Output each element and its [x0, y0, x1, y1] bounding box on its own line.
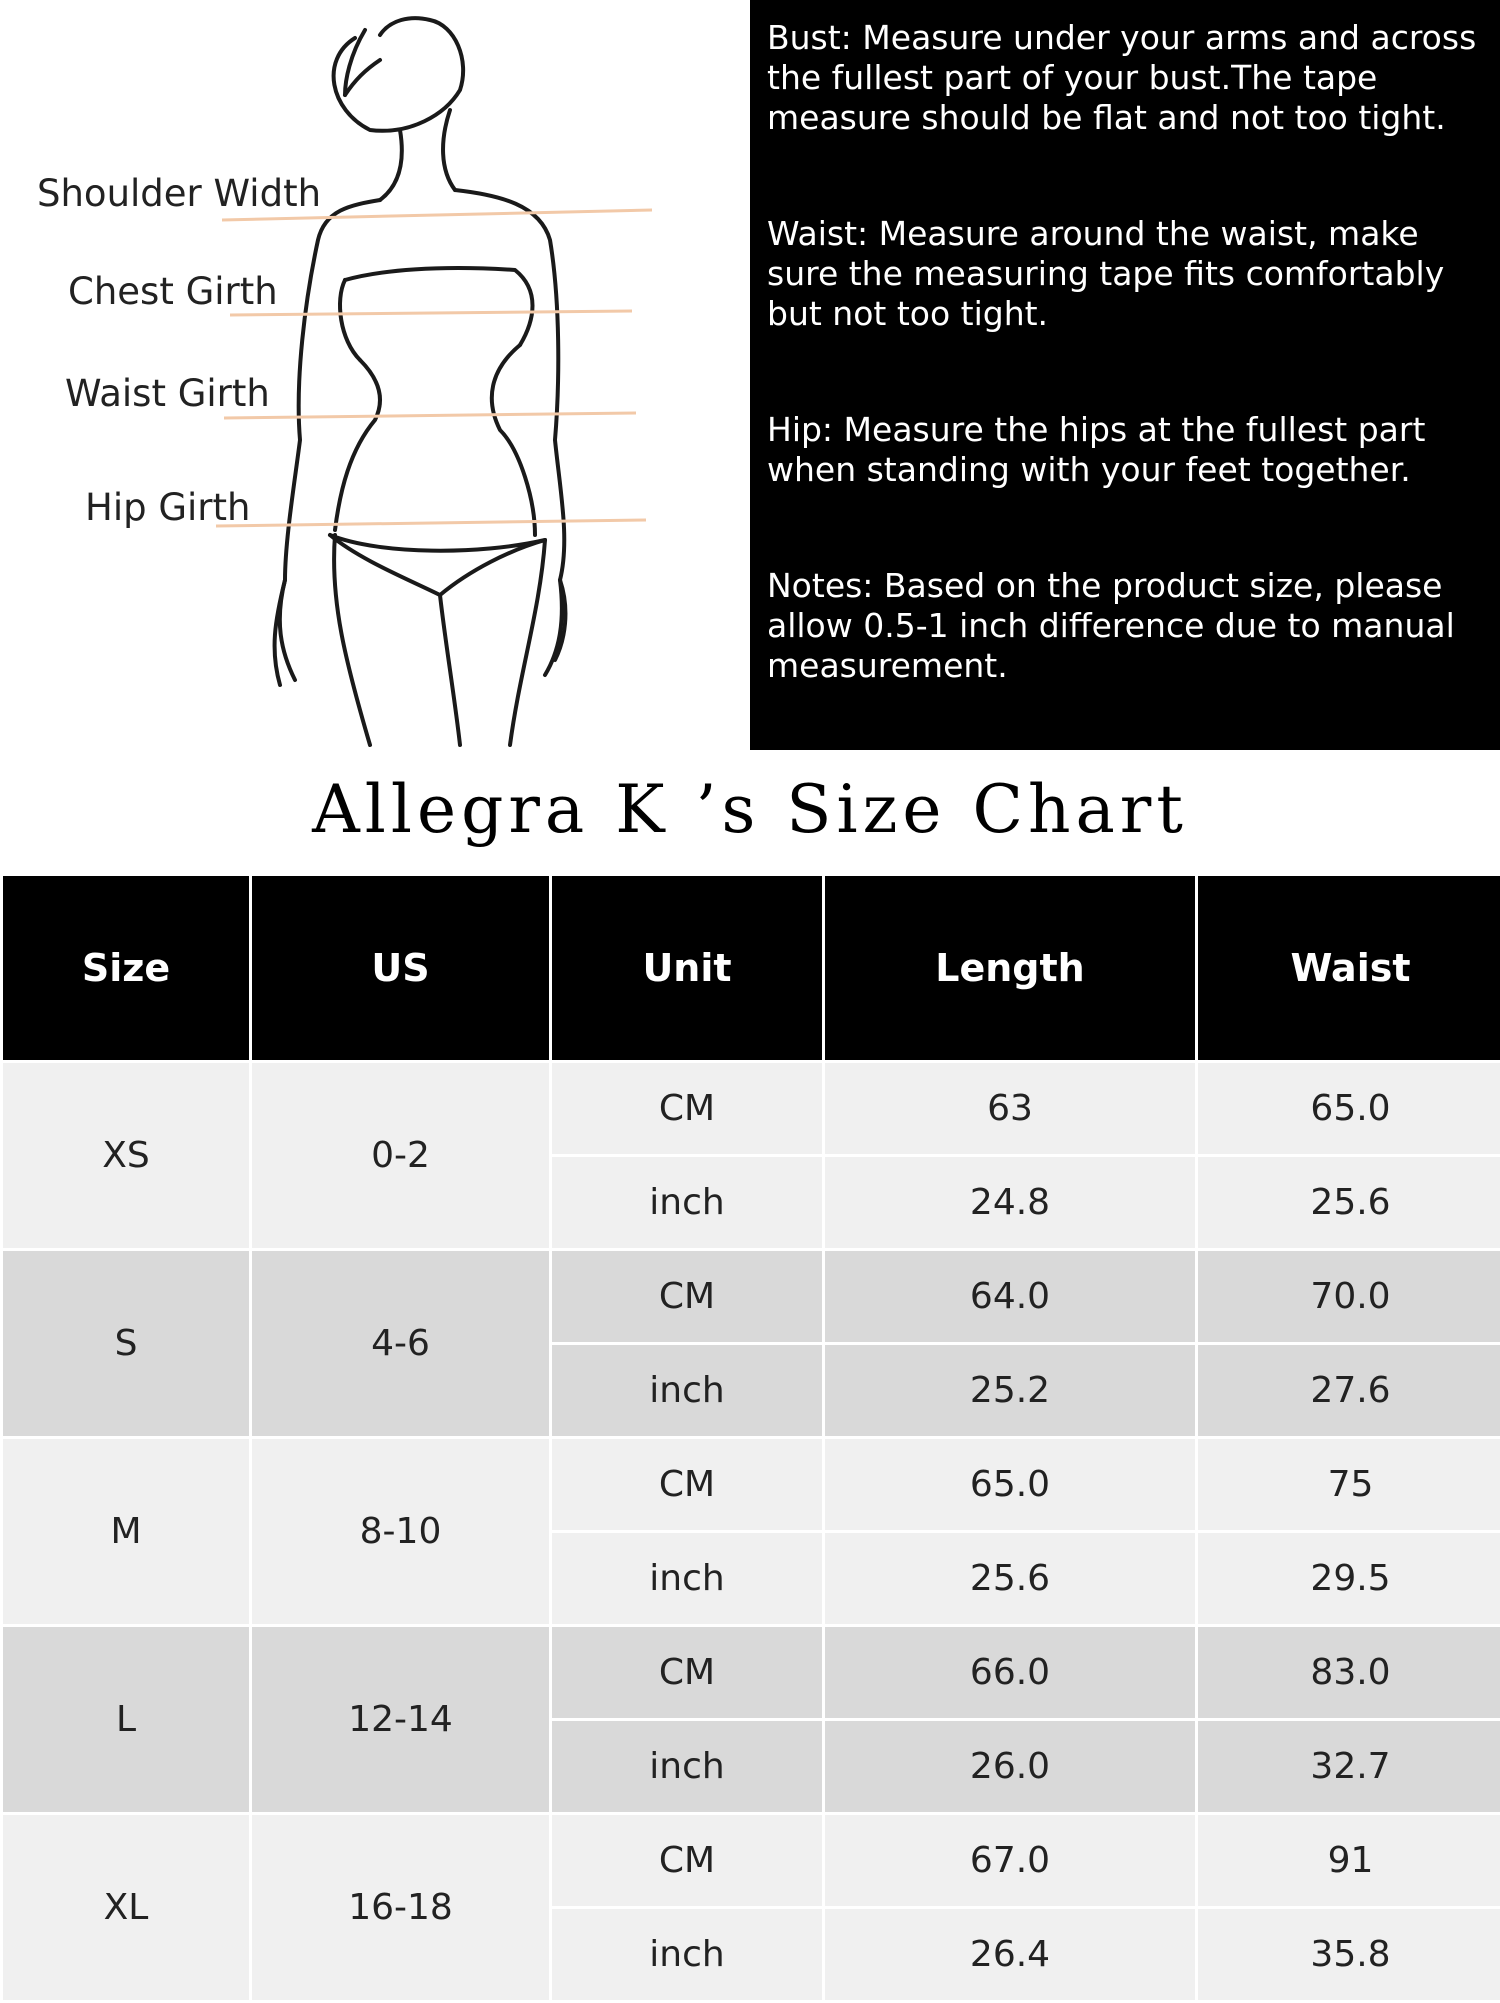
size-cell: XL — [3, 1815, 249, 2000]
size-group-l: L 12-14 CM 66.0 83.0 inch 26.0 32.7 — [3, 1627, 1500, 1812]
length-cell: 25.2 — [825, 1345, 1195, 1436]
size-group-m: M 8-10 CM 65.0 75 inch 25.6 29.5 — [3, 1439, 1500, 1624]
shoulder-width-label: Shoulder Width — [37, 172, 322, 215]
us-size-cell: 8-10 — [252, 1439, 549, 1624]
table-row: S 4-6 CM 64.0 70.0 — [3, 1251, 1500, 1436]
unit-cell: CM — [552, 1439, 822, 1530]
length-cell: 63 — [825, 1063, 1195, 1154]
header-length: Length — [825, 876, 1195, 1060]
unit-cell: CM — [552, 1815, 822, 1906]
waist-cell: 29.5 — [1198, 1533, 1500, 1624]
length-cell: 64.0 — [825, 1251, 1195, 1342]
table-row: inch 24.8 25.6 — [3, 1157, 1500, 1248]
waist-cell: 27.6 — [1198, 1345, 1500, 1436]
length-cell: 66.0 — [825, 1627, 1195, 1718]
hip-girth-label: Hip Girth — [85, 486, 251, 529]
general-notes: Notes: Based on the product size, please… — [767, 566, 1455, 685]
size-table: Size US Unit Length Waist XS 0-2 CM 63 6… — [0, 873, 1500, 2003]
waist-cell: 35.8 — [1198, 1909, 1500, 2000]
waist-cell: 25.6 — [1198, 1157, 1500, 1248]
body-figure-panel: Shoulder Width Chest Girth Waist Girth H… — [0, 0, 750, 750]
header-us: US — [252, 876, 549, 1060]
body-figure-illustration — [215, 16, 653, 747]
size-cell: XS — [3, 1063, 249, 1248]
measurement-notes-panel: Bust: Measure under your arms and across… — [750, 0, 1500, 750]
table-row: inch 25.2 27.6 — [3, 1345, 1500, 1436]
waist-girth-label: Waist Girth — [65, 372, 270, 415]
waist-note: Waist: Measure around the waist, make su… — [767, 214, 1445, 333]
bust-note: Bust: Measure under your arms and across… — [767, 18, 1477, 137]
size-group-xl: XL 16-18 CM 67.0 91 inch 26.4 35.8 — [3, 1815, 1500, 2000]
size-group-s: S 4-6 CM 64.0 70.0 inch 25.2 27.6 — [3, 1251, 1500, 1436]
unit-cell: CM — [552, 1627, 822, 1718]
size-cell: L — [3, 1627, 249, 1812]
us-size-cell: 4-6 — [252, 1251, 549, 1436]
table-header-row: Size US Unit Length Waist — [3, 876, 1500, 1060]
hip-note: Hip: Measure the hips at the fullest par… — [767, 410, 1426, 489]
length-cell: 26.4 — [825, 1909, 1195, 2000]
table-row: XL 16-18 CM 67.0 91 — [3, 1815, 1500, 2000]
header-size: Size — [3, 876, 249, 1060]
table-row: M 8-10 CM 65.0 75 — [3, 1439, 1500, 1624]
header-unit: Unit — [552, 876, 822, 1060]
size-cell: S — [3, 1251, 249, 1436]
waist-cell: 65.0 — [1198, 1063, 1500, 1154]
length-cell: 26.0 — [825, 1721, 1195, 1812]
header-waist: Waist — [1198, 876, 1500, 1060]
us-size-cell: 0-2 — [252, 1063, 549, 1248]
unit-cell: inch — [552, 1157, 822, 1248]
table-row: XS 0-2 CM 63 65.0 — [3, 1063, 1500, 1248]
unit-cell: inch — [552, 1721, 822, 1812]
unit-cell: inch — [552, 1533, 822, 1624]
length-cell: 24.8 — [825, 1157, 1195, 1248]
table-row: L 12-14 CM 66.0 83.0 — [3, 1627, 1500, 1812]
table-row: inch 26.4 35.8 — [3, 1909, 1500, 2000]
measurement-guide: Shoulder Width Chest Girth Waist Girth H… — [0, 0, 1500, 750]
unit-cell: inch — [552, 1909, 822, 2000]
table-row: inch 25.6 29.5 — [3, 1533, 1500, 1624]
waist-cell: 91 — [1198, 1815, 1500, 1906]
length-cell: 67.0 — [825, 1815, 1195, 1906]
unit-cell: CM — [552, 1063, 822, 1154]
waist-cell: 75 — [1198, 1439, 1500, 1530]
size-cell: M — [3, 1439, 249, 1624]
unit-cell: CM — [552, 1251, 822, 1342]
chest-girth-label: Chest Girth — [68, 270, 278, 313]
waist-cell: 32.7 — [1198, 1721, 1500, 1812]
length-cell: 25.6 — [825, 1533, 1195, 1624]
unit-cell: inch — [552, 1345, 822, 1436]
waist-cell: 83.0 — [1198, 1627, 1500, 1718]
length-cell: 65.0 — [825, 1439, 1195, 1530]
waist-cell: 70.0 — [1198, 1251, 1500, 1342]
table-row: inch 26.0 32.7 — [3, 1721, 1500, 1812]
size-group-xs: XS 0-2 CM 63 65.0 inch 24.8 25.6 — [3, 1063, 1500, 1248]
size-chart-title: Allegra K ’s Size Chart — [312, 771, 1188, 848]
us-size-cell: 16-18 — [252, 1815, 549, 2000]
us-size-cell: 12-14 — [252, 1627, 549, 1812]
